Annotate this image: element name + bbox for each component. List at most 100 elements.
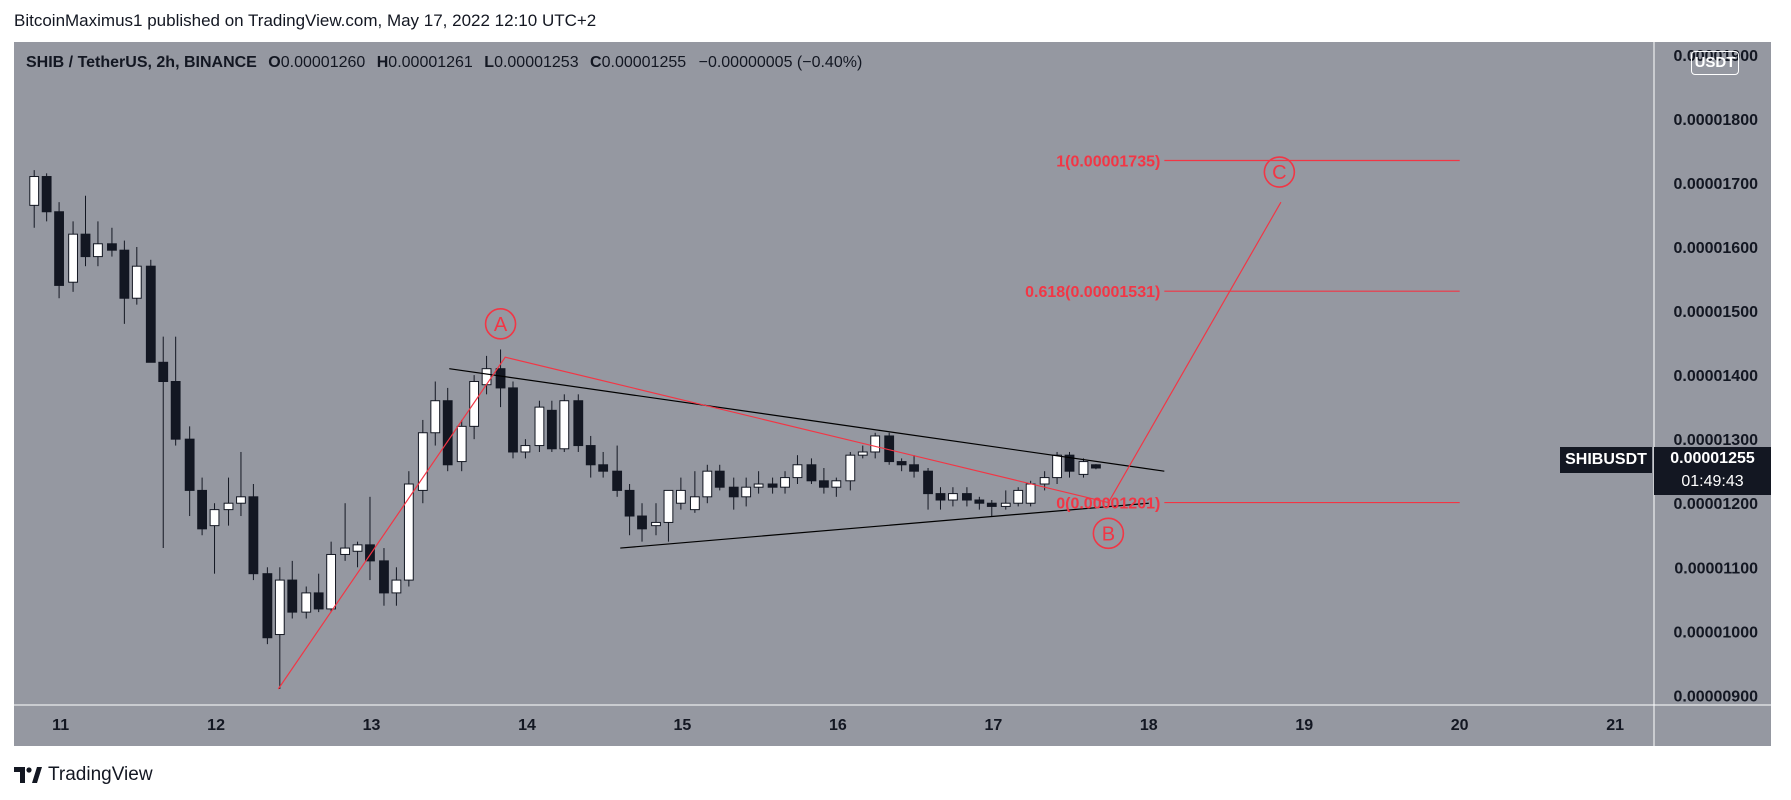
fib-level-label: 0.618(0.00001531) bbox=[1025, 284, 1160, 301]
candle bbox=[974, 496, 985, 510]
candle-body bbox=[41, 176, 52, 213]
candle bbox=[753, 471, 764, 494]
candle-body bbox=[340, 547, 351, 555]
bar-countdown: 01:49:43 bbox=[1681, 473, 1744, 490]
candle-body bbox=[520, 445, 531, 453]
candle-body bbox=[923, 470, 933, 495]
candle bbox=[651, 503, 661, 536]
candle-body bbox=[456, 425, 467, 463]
candle-body bbox=[546, 409, 557, 450]
candle bbox=[986, 500, 997, 517]
candle bbox=[274, 567, 285, 689]
last-price-value: 0.00001255 bbox=[1670, 450, 1755, 467]
wave-label: B bbox=[1102, 523, 1115, 545]
candle-body bbox=[119, 249, 130, 299]
candle bbox=[93, 221, 103, 267]
candle bbox=[896, 458, 907, 472]
candle-body bbox=[974, 499, 985, 504]
candle-body bbox=[1013, 489, 1024, 504]
legend-close-value: 0.00001255 bbox=[601, 54, 687, 71]
candle bbox=[301, 586, 312, 619]
candle-body bbox=[598, 464, 609, 472]
y-tick-label: 0.00001100 bbox=[1674, 560, 1758, 577]
candle bbox=[379, 548, 389, 606]
candle-body bbox=[663, 489, 674, 523]
candle bbox=[107, 227, 117, 257]
candle bbox=[546, 400, 557, 452]
candle bbox=[741, 477, 752, 507]
candle-body bbox=[612, 470, 623, 491]
y-tick-label: 0.00001300 bbox=[1673, 432, 1758, 449]
candle bbox=[857, 445, 868, 459]
candle-body bbox=[209, 509, 220, 527]
currency-badge[interactable]: USDT bbox=[1691, 51, 1739, 75]
price-axis bbox=[1654, 42, 1771, 705]
candle-body bbox=[495, 368, 506, 389]
candle bbox=[948, 487, 958, 507]
x-tick-label: 13 bbox=[363, 717, 381, 734]
y-tick-label: 0.00001800 bbox=[1673, 112, 1758, 129]
candle-body bbox=[1052, 454, 1062, 479]
candle-body bbox=[702, 470, 713, 498]
candle-body bbox=[845, 454, 856, 482]
candle bbox=[792, 455, 803, 484]
candle bbox=[780, 471, 790, 494]
candle bbox=[714, 464, 725, 491]
y-tick-label: 0.00001600 bbox=[1673, 240, 1758, 257]
candle-body bbox=[80, 233, 91, 258]
legend-open-key: O bbox=[268, 54, 281, 71]
candle bbox=[573, 394, 584, 452]
candle bbox=[68, 221, 78, 292]
candle bbox=[585, 435, 596, 478]
candle-body bbox=[379, 560, 389, 594]
candle bbox=[870, 432, 881, 459]
candle bbox=[442, 387, 453, 472]
candle bbox=[935, 487, 946, 510]
candle-body bbox=[223, 502, 234, 511]
footer-brand[interactable]: TradingView bbox=[14, 760, 153, 790]
candle-body bbox=[145, 265, 156, 363]
candle bbox=[1078, 458, 1089, 478]
candle bbox=[962, 487, 972, 507]
candle bbox=[624, 484, 635, 536]
candle bbox=[702, 464, 713, 504]
candle-body bbox=[131, 265, 142, 299]
symbol-legend: SHIB / TetherUS, 2h, BINANCE O0.00001260… bbox=[26, 54, 862, 72]
candle-body bbox=[93, 243, 103, 258]
candle bbox=[145, 259, 156, 363]
candle-body bbox=[896, 461, 907, 466]
x-tick-label: 12 bbox=[207, 717, 225, 734]
candle-body bbox=[870, 435, 881, 453]
x-tick-label: 15 bbox=[674, 717, 692, 734]
candle-body bbox=[326, 553, 337, 610]
candle-body bbox=[559, 400, 570, 450]
candle bbox=[313, 573, 324, 613]
x-tick-label: 11 bbox=[52, 717, 69, 734]
y-tick-label: 0.00001000 bbox=[1673, 624, 1758, 641]
candle-body bbox=[170, 381, 181, 440]
plot-area bbox=[14, 42, 1654, 705]
candle-body bbox=[313, 592, 324, 610]
candle-body bbox=[1039, 477, 1050, 485]
candle-body bbox=[573, 400, 584, 447]
candle bbox=[1091, 464, 1101, 470]
candle-body bbox=[469, 381, 480, 427]
candle bbox=[119, 240, 130, 324]
x-tick-label: 20 bbox=[1451, 717, 1469, 734]
candle bbox=[80, 195, 91, 267]
candle-body bbox=[262, 573, 273, 639]
candle-body bbox=[714, 470, 725, 488]
x-tick-label: 16 bbox=[829, 717, 847, 734]
candle bbox=[767, 477, 778, 494]
candle bbox=[520, 439, 531, 459]
candle bbox=[326, 541, 337, 613]
candle-body bbox=[986, 502, 997, 507]
time-axis bbox=[14, 705, 1771, 746]
y-tick-label: 0.00001700 bbox=[1673, 176, 1758, 193]
wave-label-circle bbox=[1263, 156, 1296, 188]
candle-body bbox=[248, 496, 259, 575]
candle-body bbox=[624, 489, 635, 517]
candle-body bbox=[962, 493, 972, 501]
candle bbox=[1064, 451, 1075, 478]
